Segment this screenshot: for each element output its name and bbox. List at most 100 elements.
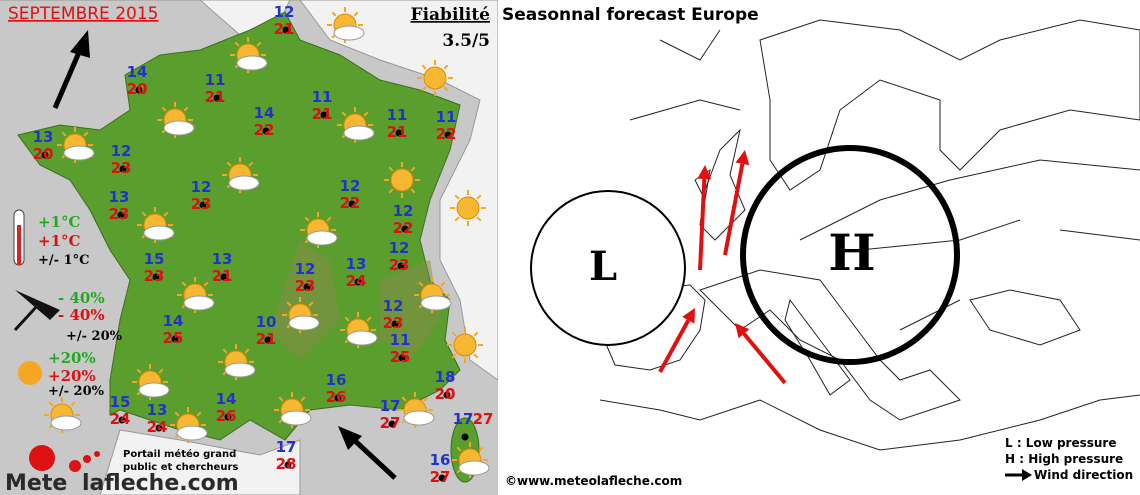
- max-temp: 23: [144, 267, 165, 285]
- tagline: public et chercheurs: [123, 462, 238, 473]
- sun-ray: [83, 131, 89, 137]
- max-temp: 28: [276, 455, 297, 473]
- legend-text: - 40%: [58, 289, 105, 307]
- sun-ray: [421, 86, 427, 92]
- low-label: L: [589, 243, 617, 290]
- cloud: [236, 55, 268, 71]
- city-dot: [199, 201, 207, 209]
- neighbours: [0, 0, 499, 381]
- sun-ray: [61, 131, 67, 137]
- sun-ray: [234, 41, 240, 47]
- logo-dot: [69, 460, 81, 472]
- sun-ray: [163, 211, 169, 217]
- wind-arrow-head: [682, 308, 695, 324]
- sun-ray: [410, 188, 416, 194]
- sun: [423, 66, 447, 90]
- max-temp: 21: [387, 123, 408, 141]
- city-dot: [171, 335, 179, 343]
- tagline: Portail météo grand: [123, 448, 236, 460]
- max-temp: 24: [346, 272, 367, 290]
- sun-ray: [473, 353, 479, 359]
- min-temp: 12: [393, 202, 414, 220]
- sun-ray: [308, 301, 314, 307]
- legend-text: - 40%: [58, 306, 105, 324]
- city-dot: [320, 111, 328, 119]
- max-temp: 23: [383, 314, 404, 332]
- max-temp: 21: [212, 267, 233, 285]
- max-temp: 21: [205, 88, 226, 106]
- spain: [99, 429, 301, 495]
- sun-ray: [476, 194, 482, 200]
- min-temp: 14: [254, 104, 275, 122]
- city-dot: [303, 283, 311, 291]
- cloud: [346, 330, 378, 346]
- credit: ©www.meteolafleche.com: [505, 474, 682, 488]
- winds: [658, 150, 787, 385]
- sun-ray: [304, 216, 310, 222]
- min-temp: 15: [110, 393, 131, 411]
- city-dot: [401, 225, 409, 233]
- max-temp: 21: [274, 20, 295, 38]
- cloud: [63, 145, 95, 161]
- cloud: [228, 175, 260, 191]
- min-temp: 18: [435, 368, 456, 386]
- sun-ray: [174, 411, 180, 417]
- min-temp: 13: [346, 255, 367, 273]
- legend-text: +1°C: [38, 213, 81, 231]
- min-temp: 12: [191, 178, 212, 196]
- max-temp: 20: [435, 385, 456, 403]
- city-dot: [262, 127, 270, 135]
- city-dot: [334, 394, 342, 402]
- min-temp: 17: [380, 397, 401, 415]
- wind-arrow: [742, 332, 787, 385]
- high-label: H: [828, 223, 875, 282]
- sun-ray: [183, 106, 189, 112]
- city-dot: [284, 461, 292, 469]
- city-dot: [461, 433, 469, 441]
- sun-ray: [451, 331, 457, 337]
- sun-ray: [222, 348, 228, 354]
- min-temp: 11: [390, 331, 411, 349]
- sun-ray: [344, 316, 350, 322]
- wind-arrow: [698, 178, 707, 271]
- min-temp: 12: [340, 177, 361, 195]
- max-temp: 24: [110, 410, 131, 428]
- sun-ray: [443, 64, 449, 70]
- max-temp: 27: [473, 410, 494, 428]
- sun-ray: [226, 161, 232, 167]
- sun-ray: [161, 106, 167, 112]
- cloud: [163, 120, 195, 136]
- legend-text: +20%: [48, 349, 96, 367]
- min-temp: 13: [33, 128, 54, 146]
- sun-ray: [286, 301, 292, 307]
- sun-ray: [363, 111, 369, 117]
- sun-ray: [353, 11, 359, 17]
- cloud: [183, 295, 215, 311]
- max-temp: 23: [295, 277, 316, 295]
- cloud: [50, 415, 82, 431]
- reliability-label: Fiabilité: [411, 5, 491, 25]
- sun-ray: [388, 166, 394, 172]
- min-temp: 16: [326, 371, 347, 389]
- wind-arrow-head: [735, 150, 750, 166]
- city-dot: [397, 262, 405, 270]
- sun-ray: [423, 396, 429, 402]
- city-dot: [135, 86, 143, 94]
- max-temp: 23: [111, 159, 132, 177]
- city-dot: [155, 424, 163, 432]
- legend-text: +20%: [48, 367, 96, 385]
- max-temp: 26: [216, 407, 237, 425]
- city-dot: [443, 391, 451, 399]
- max-temp: 24: [147, 418, 168, 436]
- sun-ray: [248, 161, 254, 167]
- max-temp: 27: [380, 414, 401, 432]
- month: SEPTEMBRE 2015: [8, 4, 158, 24]
- legend-text: Wind direction: [1034, 468, 1133, 482]
- relief: [270, 240, 340, 360]
- max-temp: 22: [436, 125, 457, 143]
- city-dot: [41, 151, 49, 159]
- max-temp: 21: [256, 330, 277, 348]
- min-temp: 12: [389, 239, 410, 257]
- relief: [380, 260, 440, 360]
